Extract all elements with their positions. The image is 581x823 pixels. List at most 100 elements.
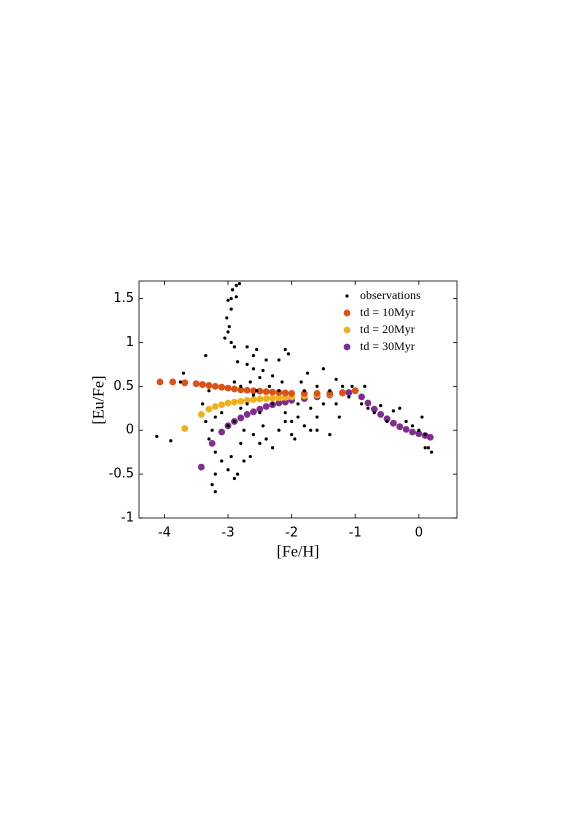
data-point <box>231 385 238 393</box>
data-point <box>283 411 287 415</box>
data-point <box>229 307 233 311</box>
data-point <box>351 387 359 395</box>
data-point <box>391 409 395 413</box>
y-tick-label: -1 <box>121 511 134 526</box>
data-point <box>309 428 313 432</box>
data-point <box>364 399 372 407</box>
data-point <box>345 389 353 396</box>
data-point <box>275 389 283 396</box>
data-point <box>350 384 354 388</box>
x-tick-label: -4 <box>158 526 171 541</box>
data-point <box>275 394 283 402</box>
data-point <box>334 402 338 406</box>
data-point <box>377 411 385 418</box>
data-point <box>211 403 219 410</box>
data-point <box>225 316 229 320</box>
data-point <box>250 408 257 416</box>
data-point <box>218 383 226 391</box>
legend-label: observations <box>360 288 421 302</box>
data-point <box>169 378 177 386</box>
data-point <box>398 406 402 410</box>
data-point <box>181 379 189 387</box>
data-point <box>155 434 159 438</box>
data-point <box>226 468 230 472</box>
data-point <box>235 360 240 364</box>
data-point <box>328 433 332 437</box>
data-point <box>181 371 186 375</box>
data-point <box>258 441 262 445</box>
data-point <box>302 424 306 428</box>
data-point <box>270 402 275 406</box>
data-point <box>237 414 245 422</box>
data-point <box>420 415 424 419</box>
data-point <box>396 423 404 431</box>
data-point <box>281 389 289 397</box>
legend-marker <box>343 326 351 334</box>
data-point <box>423 446 427 450</box>
data-point <box>197 463 205 471</box>
data-point <box>339 389 346 396</box>
x-tick-label: -3 <box>222 526 235 541</box>
data-point <box>258 375 262 380</box>
data-point <box>237 282 242 286</box>
data-point <box>242 428 246 432</box>
data-point <box>211 382 219 390</box>
data-point <box>410 424 415 428</box>
data-point <box>213 490 217 494</box>
data-point <box>245 362 249 366</box>
data-point <box>315 428 319 432</box>
data-point <box>286 352 291 356</box>
data-point <box>283 347 287 352</box>
data-point <box>326 389 334 397</box>
data-point <box>264 358 268 362</box>
x-tick-label: -1 <box>349 526 362 541</box>
data-point <box>258 411 262 415</box>
data-point <box>250 396 257 403</box>
x-tick-label: 0 <box>415 526 423 541</box>
data-point <box>255 389 259 393</box>
data-point <box>156 378 164 386</box>
data-point <box>269 394 276 402</box>
data-point <box>232 419 236 424</box>
data-point <box>229 454 233 459</box>
data-point <box>293 437 297 441</box>
data-point <box>201 402 205 406</box>
data-point <box>169 439 173 443</box>
data-point <box>197 411 205 418</box>
data-point <box>243 396 251 404</box>
y-tick-label: 1.5 <box>113 291 134 306</box>
data-point <box>347 395 351 399</box>
data-point <box>210 428 214 432</box>
data-point <box>313 389 321 397</box>
data-point <box>426 433 434 441</box>
data-point <box>275 399 283 407</box>
data-point <box>363 384 367 388</box>
data-point <box>239 406 243 410</box>
data-point <box>402 425 410 433</box>
data-point <box>235 472 240 476</box>
data-point <box>204 354 208 358</box>
legend-marker <box>343 309 351 317</box>
x-axis-label: [Fe/H] <box>277 544 320 561</box>
data-point <box>224 384 232 392</box>
data-point <box>224 399 232 407</box>
data-point <box>385 419 389 424</box>
data-point <box>248 380 252 384</box>
data-point <box>218 428 226 436</box>
data-point <box>178 380 182 384</box>
data-point <box>231 398 238 406</box>
data-point <box>300 389 308 397</box>
data-point <box>234 295 238 299</box>
data-point <box>245 345 249 349</box>
data-point <box>248 454 252 459</box>
data-point <box>302 389 306 393</box>
data-point <box>288 389 296 397</box>
x-tick-label: -2 <box>285 526 298 541</box>
data-point <box>383 415 391 423</box>
data-point <box>280 380 284 384</box>
data-point <box>270 446 275 450</box>
data-point <box>423 433 427 437</box>
data-point <box>230 288 235 292</box>
data-point <box>243 386 251 394</box>
y-axis-label: [Eu/Fe] <box>91 376 108 425</box>
